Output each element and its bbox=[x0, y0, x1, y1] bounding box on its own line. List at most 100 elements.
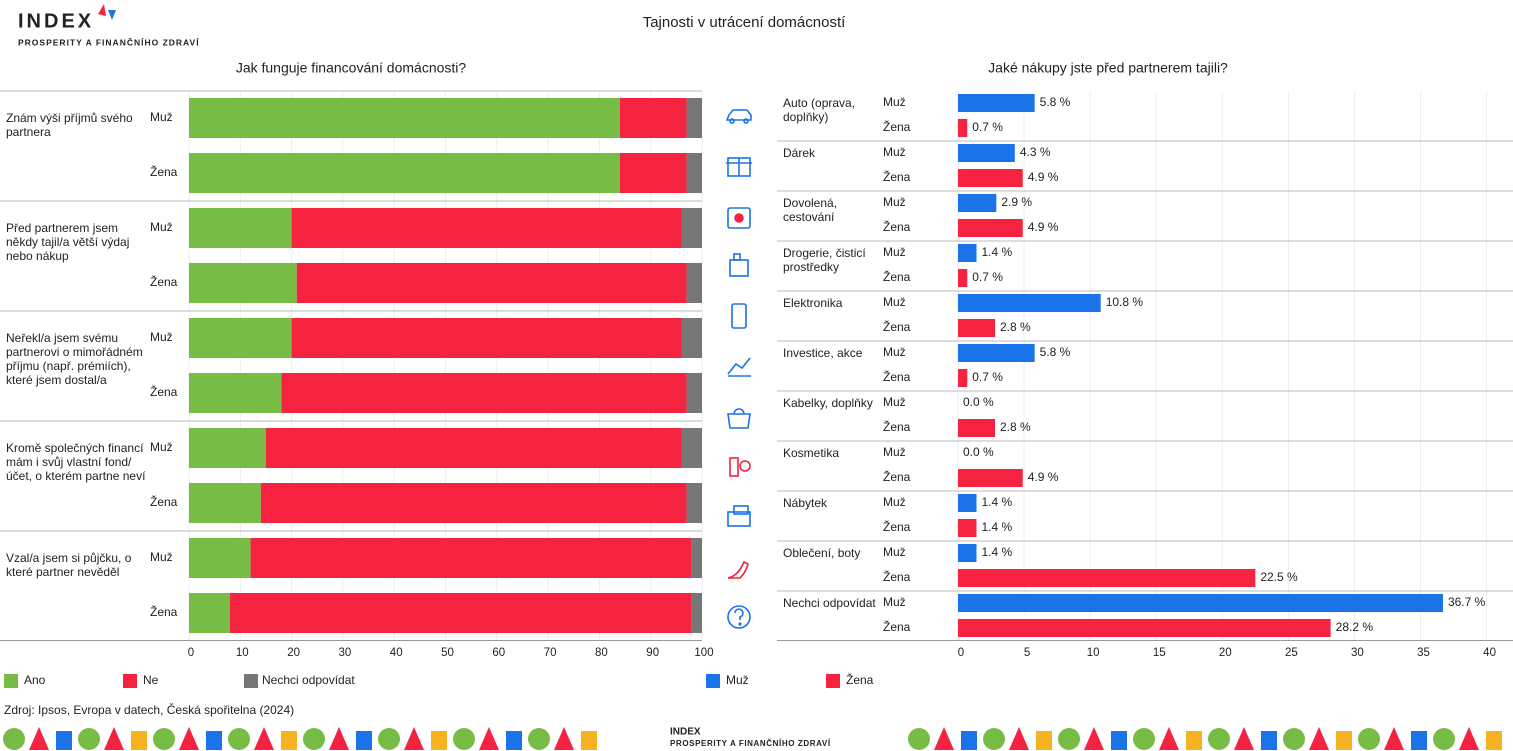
bar-segment bbox=[265, 428, 682, 468]
row-label: Muž bbox=[883, 495, 906, 509]
logo-mark bbox=[98, 4, 116, 20]
legend-label: Ano bbox=[24, 673, 46, 687]
bar bbox=[958, 144, 1015, 162]
bar-segment bbox=[619, 153, 687, 193]
bar bbox=[958, 344, 1035, 362]
bar-segment bbox=[189, 373, 282, 413]
logo: INDEX bbox=[18, 10, 94, 32]
bar bbox=[958, 419, 995, 437]
decoration bbox=[1411, 731, 1427, 750]
bar bbox=[958, 94, 1035, 112]
row-label: Žena bbox=[883, 569, 911, 584]
x-tick-label: 0 bbox=[958, 647, 964, 659]
value-label: 0.7 % bbox=[972, 370, 1003, 384]
category-label: Nechci odpovídat bbox=[783, 596, 876, 610]
category-label: Nábytek bbox=[783, 496, 828, 510]
bar-segment bbox=[189, 538, 251, 578]
value-label: 22.5 % bbox=[1260, 570, 1298, 584]
row-label: Muž bbox=[883, 595, 906, 609]
x-tick-label: 90 bbox=[646, 647, 659, 659]
decoration bbox=[506, 731, 522, 750]
legend-swatch bbox=[706, 674, 720, 688]
row-label: Žena bbox=[883, 169, 911, 184]
bar bbox=[958, 569, 1256, 587]
x-tick-label: 5 bbox=[1024, 647, 1030, 659]
value-label: 0.7 % bbox=[972, 120, 1003, 134]
legend-swatch bbox=[826, 674, 840, 688]
x-tick-label: 30 bbox=[1351, 647, 1364, 659]
decoration bbox=[1358, 728, 1380, 750]
value-label: 0.0 % bbox=[963, 395, 994, 409]
bar-segment bbox=[189, 318, 292, 358]
legend-label: Nechci odpovídat bbox=[262, 673, 355, 687]
bar bbox=[958, 169, 1023, 187]
decoration bbox=[961, 731, 977, 750]
legend-label: Ne bbox=[143, 673, 159, 687]
x-tick-label: 35 bbox=[1417, 647, 1430, 659]
decoration bbox=[1433, 728, 1455, 750]
decoration bbox=[983, 728, 1005, 750]
bar-segment bbox=[189, 593, 231, 633]
x-tick-label: 15 bbox=[1153, 647, 1166, 659]
row-label: Žena bbox=[883, 519, 911, 534]
decoration bbox=[1261, 731, 1277, 750]
value-label: 1.4 % bbox=[982, 495, 1013, 509]
row-label: Žena bbox=[150, 604, 178, 619]
x-tick-label: 50 bbox=[441, 647, 454, 659]
row-label: Žena bbox=[883, 319, 911, 334]
x-tick-label: 0 bbox=[188, 647, 194, 659]
decoration bbox=[934, 727, 954, 750]
decoration bbox=[528, 728, 550, 750]
chart-title: Jaké nákupy jste před partnerem tajili? bbox=[988, 60, 1228, 76]
x-tick-label: 60 bbox=[492, 647, 505, 659]
bar bbox=[958, 469, 1023, 487]
decoration bbox=[1208, 728, 1230, 750]
decoration bbox=[1336, 731, 1352, 750]
decoration bbox=[404, 727, 424, 750]
footer-logo-subtitle: PROSPERITY A FINANČNÍHO ZDRAVÍ bbox=[670, 739, 831, 748]
decoration bbox=[431, 731, 447, 750]
bar bbox=[958, 494, 977, 512]
value-label: 10.8 % bbox=[1106, 295, 1144, 309]
bar-segment bbox=[189, 483, 261, 523]
x-tick-label: 25 bbox=[1285, 647, 1298, 659]
decoration bbox=[378, 728, 400, 750]
group-label: Kromě společných financí mám i svůj vlas… bbox=[6, 441, 146, 483]
row-label: Muž bbox=[150, 440, 173, 454]
row-label: Žena bbox=[883, 419, 911, 434]
decoration bbox=[179, 727, 199, 750]
value-label: 2.8 % bbox=[1000, 420, 1031, 434]
row-label: Muž bbox=[150, 330, 173, 344]
decoration bbox=[453, 728, 475, 750]
bar-segment bbox=[681, 208, 702, 248]
bar-segment bbox=[691, 593, 702, 633]
decoration bbox=[1459, 727, 1479, 750]
category-label: Drogerie, čisticí prostředky bbox=[783, 246, 866, 274]
row-label: Žena bbox=[883, 119, 911, 134]
x-tick-label: 70 bbox=[544, 647, 557, 659]
bar bbox=[958, 244, 977, 262]
bar bbox=[958, 119, 968, 137]
legend-swatch bbox=[244, 674, 258, 688]
category-label: Oblečení, boty bbox=[783, 546, 861, 560]
row-label: Muž bbox=[883, 345, 906, 359]
decoration bbox=[1283, 728, 1305, 750]
bar bbox=[958, 319, 995, 337]
category-label: Auto (oprava, doplňky) bbox=[783, 96, 856, 124]
bar-segment bbox=[619, 98, 687, 138]
decoration bbox=[1133, 728, 1155, 750]
x-tick-label: 100 bbox=[694, 647, 713, 659]
group-label: Neřekl/a jsem svému partnerovi o mimořád… bbox=[6, 331, 143, 387]
decoration bbox=[303, 728, 325, 750]
decoration bbox=[254, 727, 274, 750]
legend-label: Žena bbox=[846, 672, 874, 687]
row-label: Muž bbox=[883, 95, 906, 109]
decoration bbox=[78, 728, 100, 750]
legend-swatch bbox=[123, 674, 137, 688]
row-label: Muž bbox=[150, 110, 173, 124]
row-label: Žena bbox=[883, 369, 911, 384]
row-label: Žena bbox=[883, 219, 911, 234]
category-label: Dovolená, cestování bbox=[783, 196, 838, 224]
category-label: Kabelky, doplňky bbox=[783, 396, 873, 410]
